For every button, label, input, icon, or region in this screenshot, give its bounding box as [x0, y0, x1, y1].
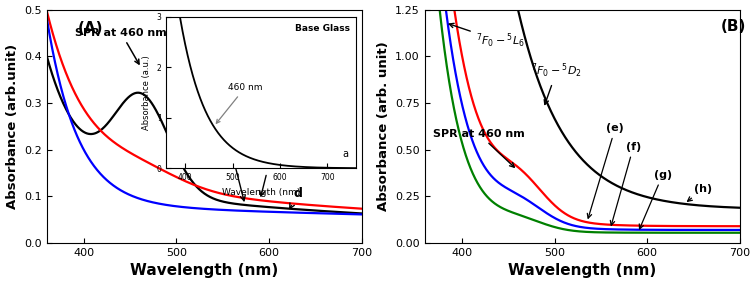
Text: (e): (e) — [587, 123, 624, 218]
X-axis label: Wavelength (nm): Wavelength (nm) — [508, 264, 656, 278]
Text: d: d — [290, 187, 302, 208]
Text: $^7F_0 - {^5D}_2$: $^7F_0 - {^5D}_2$ — [531, 62, 582, 105]
Text: (A): (A) — [78, 21, 104, 36]
Text: c: c — [260, 157, 273, 196]
Text: $^7F_0 - {^5L}_6$: $^7F_0 - {^5L}_6$ — [449, 23, 525, 50]
Text: b: b — [228, 147, 245, 201]
Text: (h): (h) — [687, 184, 713, 201]
Text: SPR at 460 nm: SPR at 460 nm — [75, 28, 167, 64]
Text: (B): (B) — [721, 19, 746, 34]
X-axis label: Wavelength (nm): Wavelength (nm) — [130, 264, 278, 278]
Text: SPR at 460 nm: SPR at 460 nm — [432, 129, 525, 167]
Y-axis label: Absorbance (arb.unit): Absorbance (arb.unit) — [5, 44, 19, 209]
Text: (f): (f) — [610, 142, 641, 225]
Y-axis label: Absorbance (arb. unit): Absorbance (arb. unit) — [376, 41, 389, 211]
Text: (g): (g) — [640, 170, 672, 229]
